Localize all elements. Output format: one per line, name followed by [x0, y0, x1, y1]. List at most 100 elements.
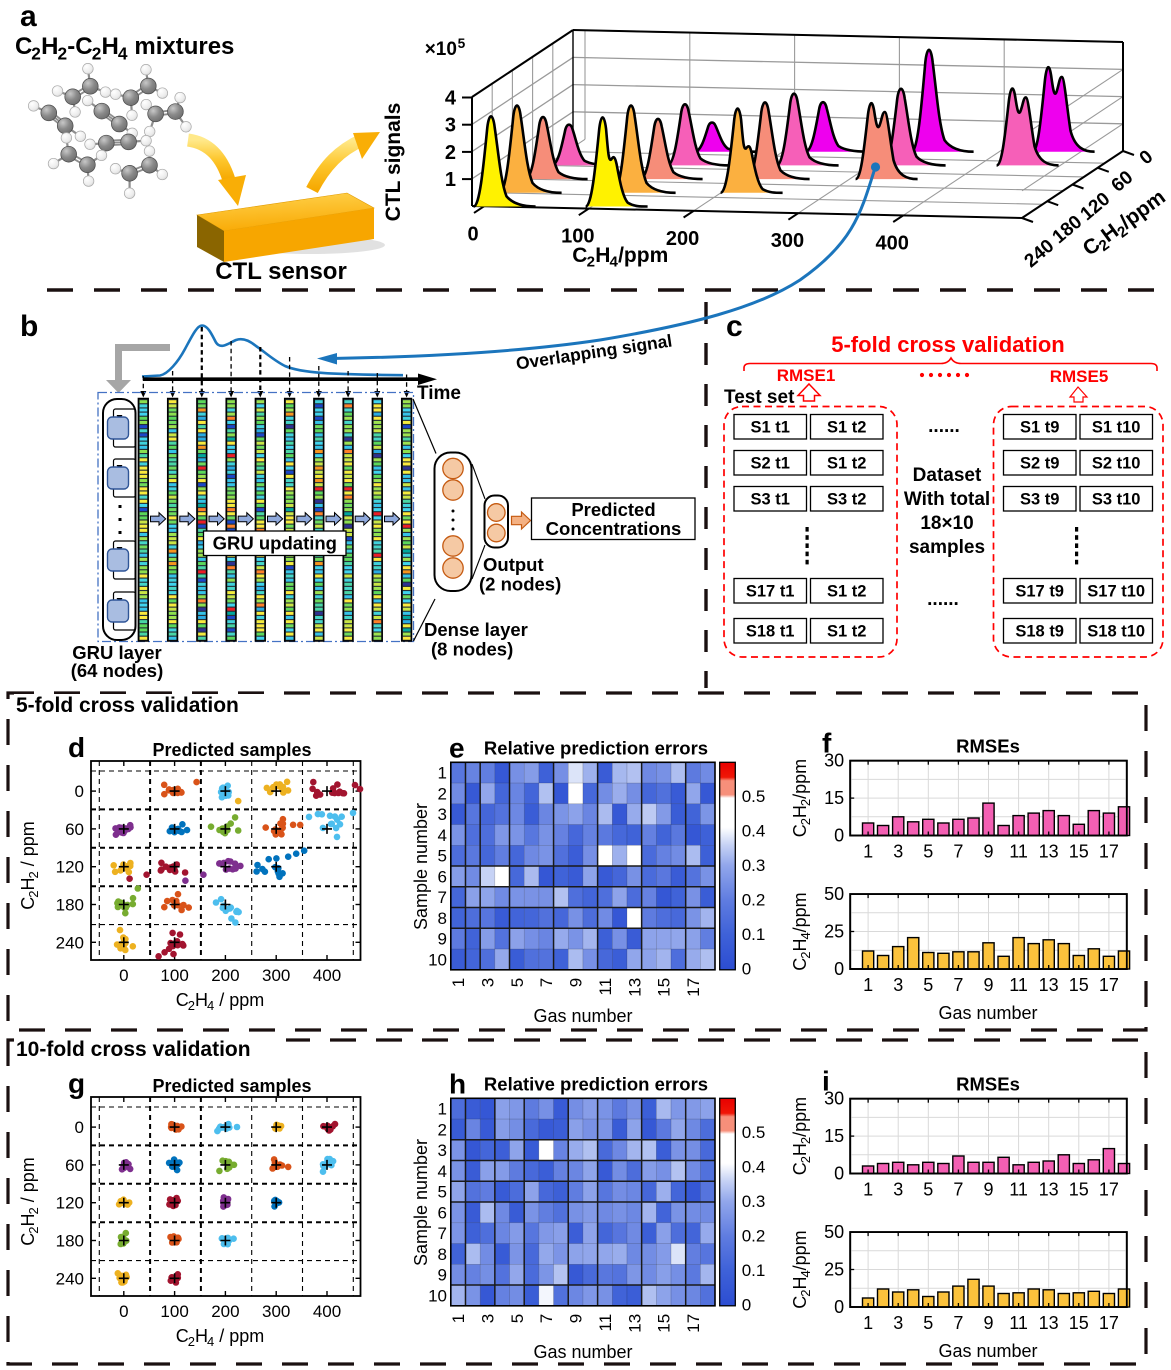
svg-text:GRU updating: GRU updating	[213, 533, 337, 554]
svg-text:2: 2	[31, 43, 41, 63]
svg-text:3: 3	[445, 115, 456, 137]
svg-text:15: 15	[1069, 842, 1089, 862]
svg-text:15: 15	[1069, 1180, 1089, 1200]
svg-text:2: 2	[58, 43, 68, 63]
svg-text:5: 5	[458, 36, 466, 51]
svg-text:9: 9	[438, 930, 447, 949]
svg-text:400: 400	[313, 966, 341, 985]
svg-text:2: 2	[798, 818, 813, 825]
svg-text:5-fold cross validation: 5-fold cross validation	[16, 694, 239, 717]
svg-text:7: 7	[953, 975, 963, 995]
svg-text:CTL signals: CTL signals	[382, 103, 405, 222]
svg-text:S1 t2: S1 t2	[827, 623, 866, 641]
svg-text:/ppm: /ppm	[790, 1097, 810, 1137]
svg-text:0: 0	[834, 1164, 844, 1184]
svg-text:-C: -C	[67, 33, 92, 60]
svg-text:Relative prediction errors: Relative prediction errors	[484, 737, 708, 758]
svg-text:60: 60	[65, 820, 84, 839]
svg-text:H: H	[595, 244, 610, 267]
svg-text:Predicted: Predicted	[571, 499, 655, 520]
svg-text:c: c	[726, 310, 743, 343]
svg-text:15: 15	[1069, 1313, 1089, 1333]
svg-text:300: 300	[262, 966, 290, 985]
svg-text:1: 1	[863, 975, 873, 995]
svg-text:30: 30	[824, 751, 844, 771]
svg-text:C: C	[790, 1162, 810, 1175]
svg-text:S1 t2: S1 t2	[827, 455, 866, 473]
svg-text:(8 nodes): (8 nodes)	[431, 639, 513, 660]
svg-text:10: 10	[428, 1286, 447, 1305]
svg-text:9: 9	[438, 1266, 447, 1285]
svg-text:S3 t9: S3 t9	[1020, 491, 1059, 509]
svg-text:S3 t1: S3 t1	[750, 491, 789, 509]
svg-text:400: 400	[313, 1302, 341, 1321]
svg-text:/ ppm: / ppm	[214, 1326, 264, 1346]
svg-text:0: 0	[834, 826, 844, 846]
svg-text:samples: samples	[909, 537, 985, 558]
svg-text:17: 17	[1099, 1313, 1119, 1333]
svg-text:300: 300	[771, 230, 804, 252]
svg-text:b: b	[20, 310, 38, 343]
svg-text:15: 15	[824, 788, 844, 808]
svg-text:S17 t9: S17 t9	[1015, 583, 1064, 601]
svg-text:4: 4	[798, 1270, 813, 1277]
svg-text:1: 1	[438, 764, 447, 783]
svg-text:17: 17	[1099, 975, 1119, 995]
svg-text:×10: ×10	[425, 39, 457, 60]
svg-text:/ppm: /ppm	[790, 759, 810, 799]
svg-text:17: 17	[1099, 1180, 1119, 1200]
svg-text:13: 13	[1039, 842, 1059, 862]
svg-text:8: 8	[438, 1245, 447, 1264]
svg-text:120: 120	[56, 1194, 84, 1213]
svg-text:4: 4	[207, 1334, 214, 1349]
svg-text:2: 2	[798, 1290, 813, 1297]
svg-text:With total: With total	[904, 489, 990, 510]
svg-text:9: 9	[567, 1314, 586, 1323]
svg-text:H: H	[790, 939, 810, 952]
svg-text:/ppm: /ppm	[790, 1230, 810, 1270]
svg-text:1: 1	[863, 842, 873, 862]
svg-text:0.2: 0.2	[742, 1226, 766, 1245]
svg-text:3: 3	[893, 975, 903, 995]
svg-text:Time: Time	[417, 383, 461, 404]
svg-text:C: C	[790, 1296, 810, 1309]
svg-text:4: 4	[438, 826, 447, 845]
svg-text:H: H	[195, 1326, 208, 1346]
svg-text:f: f	[822, 728, 832, 759]
svg-text:g: g	[68, 1068, 85, 1099]
svg-text:240: 240	[56, 933, 84, 952]
svg-text:4: 4	[610, 254, 619, 271]
svg-text:2: 2	[798, 1156, 813, 1163]
svg-text:Predicted samples: Predicted samples	[152, 1076, 311, 1096]
svg-text:0.2: 0.2	[742, 890, 766, 909]
svg-text:8: 8	[438, 909, 447, 928]
svg-text:S18 t9: S18 t9	[1015, 623, 1064, 641]
svg-text:C: C	[176, 990, 189, 1010]
svg-text:H: H	[790, 1143, 810, 1156]
svg-text:H: H	[18, 878, 38, 891]
svg-text:18×10: 18×10	[920, 513, 973, 534]
svg-text:S1 t9: S1 t9	[1020, 419, 1059, 437]
svg-text:H: H	[195, 990, 208, 1010]
svg-text:3: 3	[893, 1180, 903, 1200]
svg-text:h: h	[449, 1068, 466, 1099]
svg-text:2: 2	[26, 890, 41, 897]
svg-text:9: 9	[567, 978, 586, 987]
svg-text:(64 nodes): (64 nodes)	[71, 660, 164, 681]
svg-text:d: d	[68, 732, 85, 763]
svg-text:100: 100	[160, 1302, 188, 1321]
svg-text:7: 7	[537, 1314, 556, 1323]
svg-text:2: 2	[188, 998, 195, 1013]
svg-text:5-fold cross validation: 5-fold cross validation	[831, 332, 1065, 357]
svg-text:200: 200	[211, 966, 239, 985]
svg-text:S3 t2: S3 t2	[827, 491, 866, 509]
svg-text:17: 17	[684, 1314, 703, 1333]
svg-text:9: 9	[983, 1180, 993, 1200]
svg-text:H: H	[18, 1214, 38, 1227]
svg-text:0: 0	[75, 782, 84, 801]
svg-text:2: 2	[26, 1226, 41, 1233]
svg-text:0.5: 0.5	[742, 1123, 766, 1142]
svg-text:H: H	[102, 33, 119, 60]
svg-text:1: 1	[863, 1180, 873, 1200]
svg-text:13: 13	[625, 1314, 644, 1333]
